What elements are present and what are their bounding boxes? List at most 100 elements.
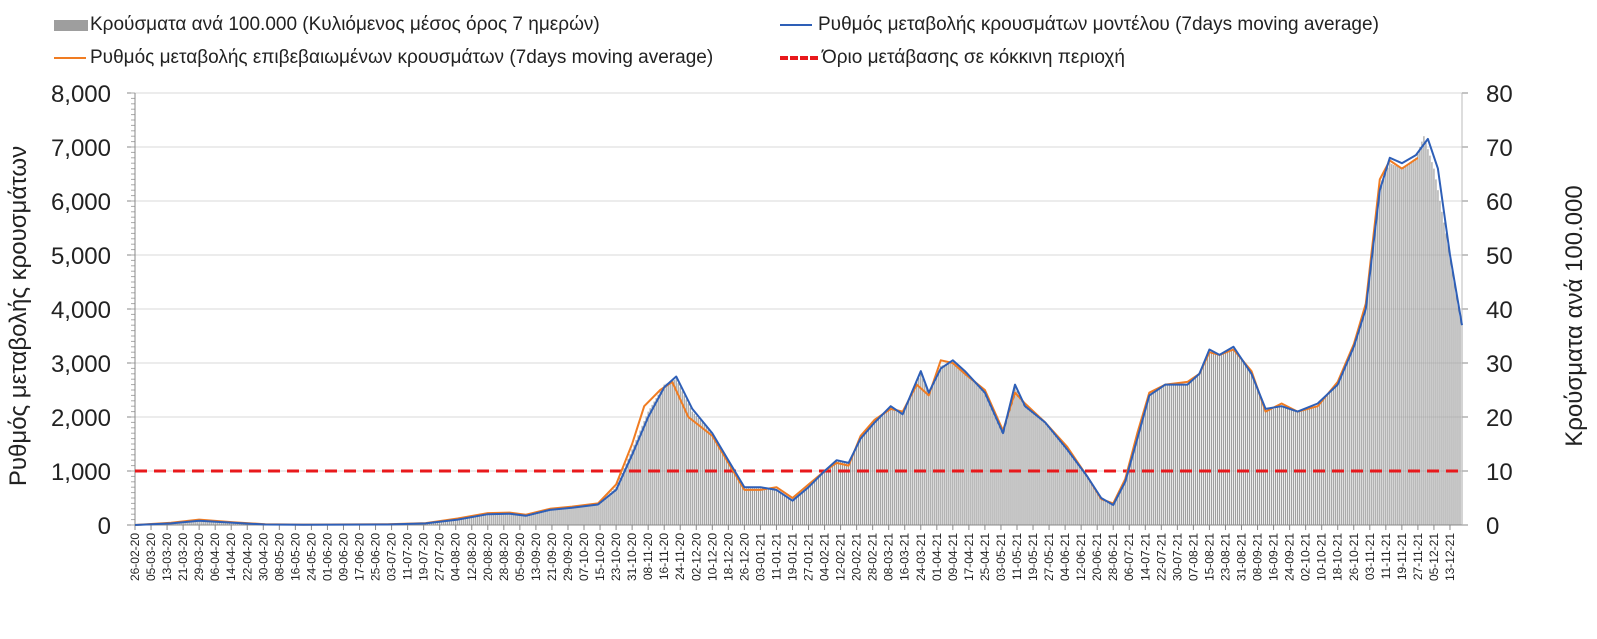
- bar: [1118, 493, 1120, 525]
- bar: [565, 507, 567, 525]
- x-tick-label: 28-06-21: [1106, 533, 1120, 581]
- bar: [900, 412, 902, 525]
- bar: [1385, 171, 1387, 525]
- x-tick-label: 12-06-21: [1074, 533, 1088, 581]
- bar: [625, 463, 627, 525]
- bar: [936, 374, 938, 525]
- bar: [1451, 266, 1453, 525]
- bar: [669, 381, 671, 525]
- bar: [1166, 384, 1168, 525]
- bar: [827, 467, 830, 525]
- x-tick-label: 21-09-20: [545, 533, 559, 581]
- x-tick-label: 24-11-20: [673, 533, 687, 580]
- bar: [898, 411, 900, 525]
- bar: [1363, 315, 1365, 525]
- bar: [1136, 438, 1138, 525]
- bar: [1040, 419, 1042, 525]
- bar: [1435, 179, 1437, 525]
- x-tick-label: 27-05-21: [1042, 533, 1056, 581]
- bar: [1028, 409, 1030, 525]
- bar: [1228, 351, 1231, 525]
- bar: [930, 388, 932, 525]
- bar: [599, 502, 601, 525]
- bar: [491, 514, 493, 525]
- bar: [831, 463, 834, 525]
- bar: [1072, 457, 1074, 525]
- bar: [765, 488, 768, 525]
- bar: [220, 522, 222, 525]
- x-tick-label: 19-05-21: [1026, 533, 1040, 581]
- bar: [555, 508, 557, 525]
- bar: [856, 446, 858, 525]
- bar: [1238, 357, 1241, 525]
- bar: [641, 425, 643, 525]
- y-tick-labels: 0 1,000 2,000 3,000 4,000 5,000 6,000 7,000 8,00…: [51, 81, 111, 540]
- bar: [926, 387, 928, 525]
- x-tick-label: 17-06-20: [353, 533, 367, 581]
- bar: [1184, 384, 1186, 525]
- x-tick-label: 27-07-20: [433, 533, 447, 581]
- bar: [1186, 384, 1188, 525]
- bar: [477, 516, 479, 525]
- bar: [1278, 406, 1281, 525]
- bar: [1260, 400, 1263, 525]
- x-tick-label: 05-03-20: [144, 533, 158, 581]
- y2-tick-label: 0: [1486, 513, 1499, 540]
- x-tick-label: 28-02-21: [866, 533, 880, 581]
- bar: [775, 489, 778, 525]
- y2-tick-label: 20: [1486, 405, 1513, 432]
- bar: [463, 518, 465, 525]
- bar: [1254, 384, 1257, 525]
- bar: [1212, 353, 1215, 525]
- bar: [982, 390, 984, 525]
- bar: [196, 520, 198, 525]
- bar: [1122, 485, 1124, 525]
- bar: [1266, 410, 1269, 525]
- bar: [783, 494, 786, 525]
- bar: [1164, 384, 1166, 525]
- bar: [635, 439, 637, 525]
- bar: [1094, 488, 1096, 525]
- bar: [753, 488, 756, 525]
- x-tick-label: 16-09-21: [1267, 533, 1281, 581]
- bar: [773, 489, 776, 525]
- x-tick-label: 22-07-21: [1154, 533, 1168, 581]
- legend-item-model: Ρυθμός μεταβολής κρουσμάτων μοντέλου (7d…: [780, 14, 1379, 36]
- x-tick-label: 11-11-21: [1379, 533, 1393, 580]
- bar: [791, 500, 794, 525]
- bar: [1100, 498, 1102, 525]
- bar: [960, 368, 962, 525]
- bar: [854, 450, 856, 525]
- bar: [595, 504, 597, 525]
- bar: [212, 521, 214, 525]
- x-tick-label: 25-06-20: [369, 533, 383, 581]
- y2-tick-label: 50: [1486, 243, 1513, 270]
- y-tick-label: 2,000: [51, 405, 111, 432]
- y2-tick-label: 10: [1486, 459, 1513, 486]
- bar: [938, 370, 940, 525]
- x-tick-label: 26-12-20: [737, 533, 751, 581]
- bar: [665, 383, 667, 525]
- bar: [559, 508, 561, 525]
- bar: [964, 371, 966, 525]
- bar: [495, 514, 497, 525]
- x-tick-label: 04-02-21: [818, 533, 832, 581]
- bar: [709, 431, 711, 525]
- bar: [1268, 410, 1271, 525]
- bar: [1411, 160, 1413, 525]
- bar: [1086, 476, 1088, 525]
- bar: [1074, 460, 1076, 525]
- x-tick-label: 27-11-21: [1411, 533, 1425, 580]
- bar: [1004, 425, 1006, 525]
- bar: [1287, 408, 1289, 525]
- bar: [697, 418, 699, 525]
- x-tick-label: 16-05-20: [288, 533, 302, 581]
- bar: [1246, 368, 1249, 525]
- bar: [1399, 167, 1401, 525]
- bar: [198, 520, 200, 525]
- x-tick-label: 15-10-20: [593, 533, 607, 581]
- x-tick-label: 03-07-20: [385, 533, 399, 581]
- bar: [629, 454, 631, 525]
- bar: [894, 408, 896, 525]
- bar: [499, 513, 501, 525]
